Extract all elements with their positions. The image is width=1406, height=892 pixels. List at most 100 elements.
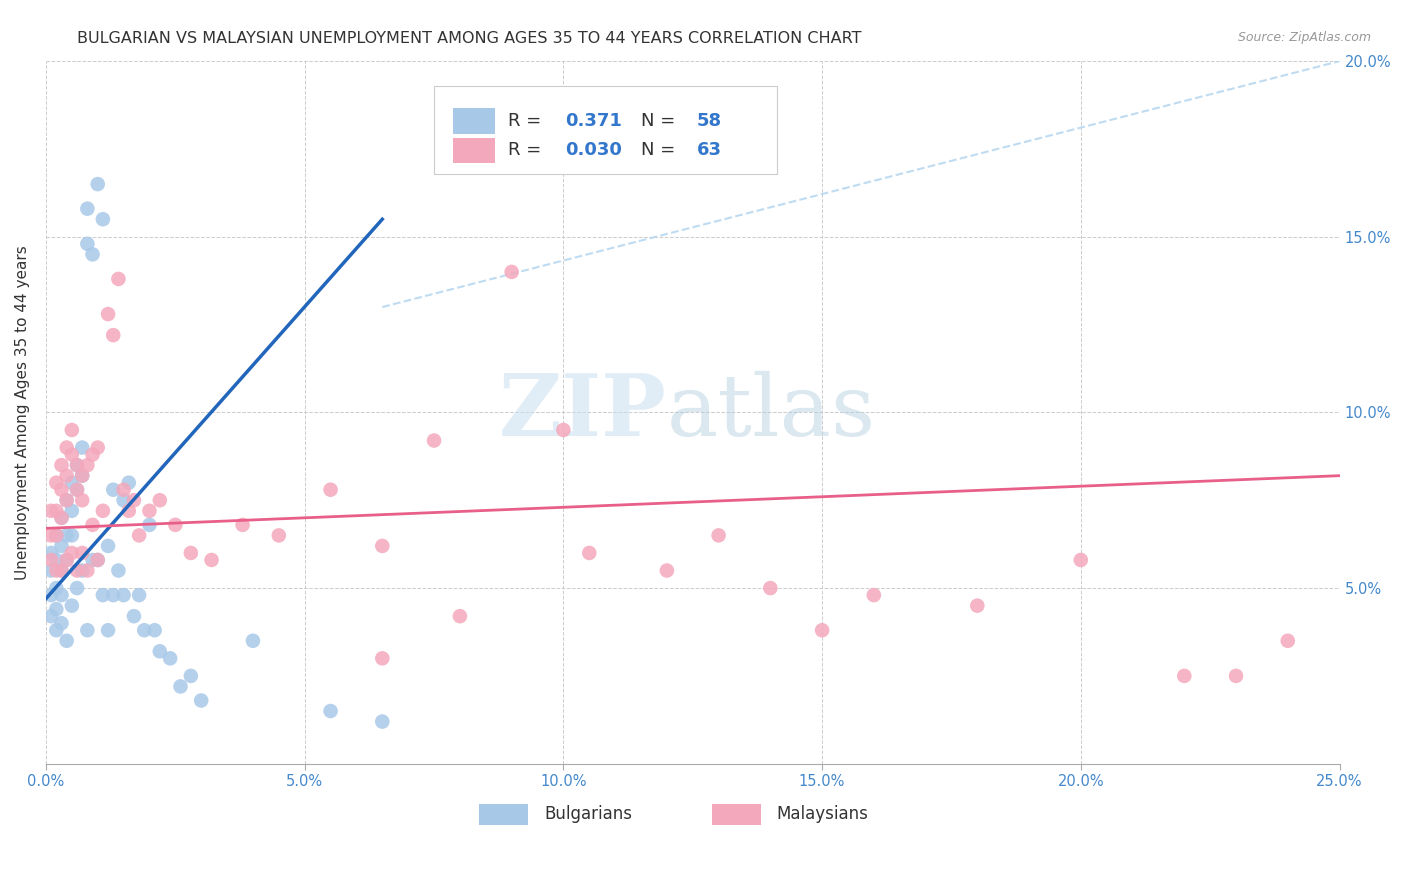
Point [553, 423, 575, 437]
Point [45, 528, 67, 542]
Point [759, 581, 782, 595]
Point [39, 528, 62, 542]
Point [66, 458, 89, 472]
Point [143, 624, 166, 638]
Point [165, 517, 187, 532]
Point [39, 553, 62, 567]
Point [55, 528, 77, 542]
Point [51, 564, 73, 578]
Point [55, 633, 77, 648]
Point [169, 680, 191, 694]
Point [578, 546, 600, 560]
Point [55, 493, 77, 508]
Point [60, 546, 83, 560]
Point [82, 553, 104, 567]
Point [128, 588, 150, 602]
Point [91, 588, 114, 602]
Point [82, 517, 104, 532]
Text: BULGARIAN VS MALAYSIAN UNEMPLOYMENT AMONG AGES 35 TO 44 YEARS CORRELATION CHART: BULGARIAN VS MALAYSIAN UNEMPLOYMENT AMON… [77, 31, 862, 46]
Text: 0.371: 0.371 [565, 112, 621, 130]
Point [82, 247, 104, 261]
Point [86, 177, 108, 191]
Point [138, 504, 160, 518]
Point [82, 448, 104, 462]
Bar [454, 108, 495, 134]
Point [371, 714, 394, 729]
Point [39, 588, 62, 602]
Point [371, 539, 394, 553]
Point [112, 493, 135, 508]
Point [70, 493, 93, 508]
Point [966, 599, 988, 613]
Point [66, 483, 89, 497]
Point [51, 564, 73, 578]
Bar [479, 804, 529, 825]
Point [86, 441, 108, 455]
Point [1173, 669, 1195, 683]
Point [267, 528, 290, 542]
Text: Malaysians: Malaysians [778, 805, 869, 823]
Point [45, 564, 67, 578]
Point [811, 624, 834, 638]
Point [70, 468, 93, 483]
Text: atlas: atlas [666, 371, 876, 454]
Point [190, 693, 212, 707]
Point [60, 475, 83, 490]
Point [60, 528, 83, 542]
Bar [454, 137, 495, 163]
Point [51, 511, 73, 525]
Point [112, 588, 135, 602]
Point [45, 602, 67, 616]
Point [51, 616, 73, 631]
Point [107, 272, 129, 286]
Point [501, 265, 523, 279]
Point [76, 458, 98, 472]
Point [51, 588, 73, 602]
Point [45, 528, 67, 542]
Point [76, 202, 98, 216]
Point [39, 546, 62, 560]
Point [118, 504, 141, 518]
Point [103, 588, 125, 602]
Point [122, 493, 145, 508]
Point [138, 517, 160, 532]
Point [39, 609, 62, 624]
Point [863, 588, 886, 602]
Point [86, 553, 108, 567]
Point [60, 423, 83, 437]
Point [51, 539, 73, 553]
Point [66, 581, 89, 595]
Point [159, 651, 181, 665]
Point [319, 704, 342, 718]
Point [97, 307, 120, 321]
Point [39, 564, 62, 578]
Point [118, 475, 141, 490]
Point [319, 483, 342, 497]
Point [112, 483, 135, 497]
Point [423, 434, 446, 448]
Point [51, 458, 73, 472]
Point [39, 504, 62, 518]
Point [180, 669, 202, 683]
Point [45, 581, 67, 595]
Point [107, 564, 129, 578]
Point [45, 504, 67, 518]
Point [91, 504, 114, 518]
Point [70, 441, 93, 455]
Point [1277, 633, 1299, 648]
Point [76, 236, 98, 251]
Point [449, 609, 471, 624]
Point [371, 651, 394, 665]
Point [1225, 669, 1247, 683]
Point [55, 441, 77, 455]
Point [242, 633, 264, 648]
Point [55, 553, 77, 567]
Point [66, 483, 89, 497]
Point [55, 468, 77, 483]
Point [60, 504, 83, 518]
Text: 0.030: 0.030 [565, 141, 621, 160]
Point [55, 553, 77, 567]
Point [76, 624, 98, 638]
Point [97, 624, 120, 638]
Point [1070, 553, 1092, 567]
